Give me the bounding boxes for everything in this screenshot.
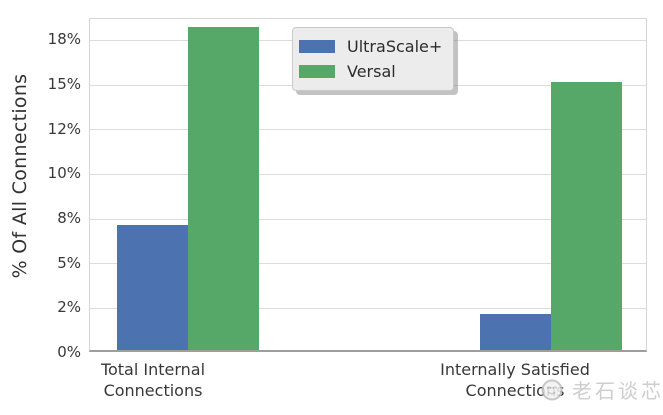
legend-item: UltraScale+ (299, 34, 445, 59)
legend: UltraScale+ Versal (292, 27, 454, 91)
y-tick-label: 12% (47, 119, 81, 138)
bar-ultrascale-0 (117, 224, 188, 350)
gridline (90, 263, 646, 265)
legend-color-swatch (299, 40, 335, 53)
x-tick-label-line: Total Internal (100, 360, 206, 379)
x-tick-label-line: Connections (103, 381, 203, 400)
y-tick-label: 5% (57, 253, 81, 272)
watermark: 老石谈芯 (541, 375, 663, 404)
x-tick-label: Total Internal Connections (101, 359, 205, 401)
gridline (90, 307, 646, 309)
x-tick-label: Internally Satisfied Connections (440, 359, 590, 401)
legend-label: UltraScale+ (347, 37, 443, 56)
y-tick-label: 18% (47, 30, 81, 49)
legend-item: Versal (299, 59, 445, 84)
y-tick-label: 0% (57, 343, 81, 361)
y-tick-label: 8% (57, 209, 81, 228)
legend-color-swatch (299, 65, 335, 78)
x-tick-label-line: Internally Satisfied (440, 360, 590, 379)
y-tick-label: 15% (47, 75, 81, 94)
legend-items: UltraScale+ Versal (299, 34, 445, 84)
gridline (90, 173, 646, 175)
face-logo-icon (541, 379, 563, 400)
watermark-text: 老石谈芯 (572, 379, 663, 403)
y-tick-label: 2% (57, 298, 81, 317)
y-tick-label: 10% (47, 164, 81, 183)
gridline (90, 218, 646, 220)
bar-ultrascale-1 (480, 314, 551, 350)
bar-versal-1 (551, 82, 622, 350)
x-tick-label-line: Connections (465, 381, 565, 400)
bar-versal-0 (188, 26, 259, 350)
gridline (90, 129, 646, 131)
legend-label: Versal (347, 62, 396, 81)
